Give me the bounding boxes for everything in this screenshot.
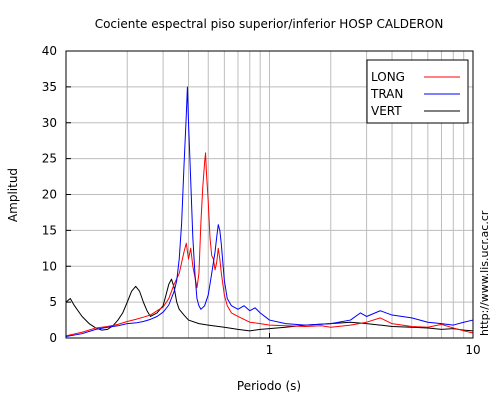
y-axis-ticks: 0 5 10 15 20 25 30 35 40 [42, 44, 71, 345]
watermark-url: http://www.lis.ucr.ac.cr [478, 210, 491, 336]
y-tick-label: 40 [42, 44, 57, 58]
legend-label-tran: TRAN [370, 87, 403, 101]
x-axis-ticks: 1 10 [266, 333, 481, 357]
x-axis-label: Periodo (s) [237, 379, 301, 393]
data-series [65, 86, 474, 338]
legend-box [366, 59, 469, 124]
y-tick-label: 25 [42, 152, 57, 166]
x-tick-label: 1 [266, 343, 274, 357]
chart-title: Cociente espectral piso superior/inferio… [95, 17, 444, 31]
series-line-tran [65, 86, 474, 338]
legend: LONG TRAN VERT [366, 59, 469, 124]
y-tick-label: 20 [42, 188, 57, 202]
y-tick-label: 15 [42, 223, 57, 237]
y-tick-label: 30 [42, 116, 57, 130]
series-line-long [65, 152, 474, 337]
legend-label-long: LONG [371, 70, 405, 84]
y-tick-label: 10 [42, 259, 57, 273]
y-tick-label: 0 [49, 331, 57, 345]
y-tick-label: 35 [42, 80, 57, 94]
y-tick-label: 5 [49, 295, 57, 309]
x-tick-label: 10 [465, 343, 480, 357]
y-axis-label: Amplitud [6, 168, 20, 222]
plot-frame [65, 50, 474, 339]
legend-label-vert: VERT [371, 104, 402, 118]
